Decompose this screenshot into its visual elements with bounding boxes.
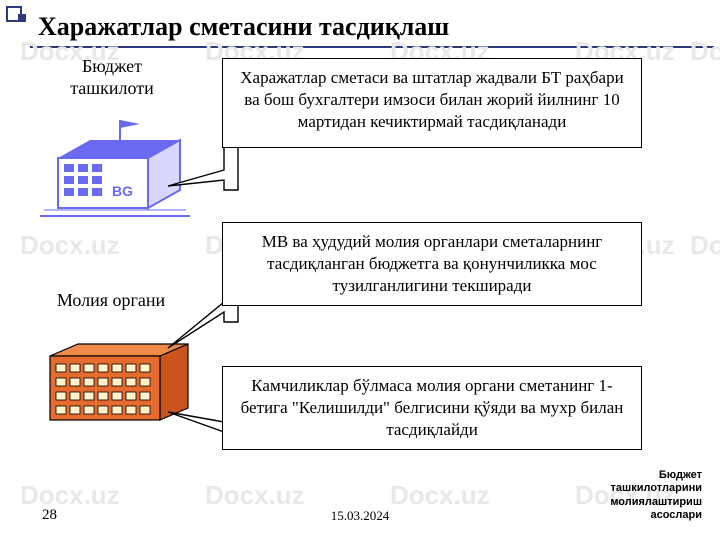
footer-text: Бюджетташкилотларини молиялаштиришасосла… bbox=[610, 469, 702, 522]
watermark: Docx.uz bbox=[20, 230, 120, 261]
page-title: Харажатлар сметасини тасдиқлаш bbox=[38, 12, 449, 42]
info-box-3: Камчиликлар бўлмаса молия органи сметани… bbox=[222, 366, 642, 450]
label-budget-org: Бюджетташкилоти bbox=[52, 56, 172, 99]
watermark: Docx.uz bbox=[390, 480, 490, 511]
label-finance-org: Молия органи bbox=[36, 290, 186, 312]
page-number: 28 bbox=[42, 507, 57, 524]
footer-text-content: Бюджетташкилотларини молиялаштиришасосла… bbox=[610, 469, 702, 521]
watermark: Doc bbox=[690, 36, 720, 67]
header-rule bbox=[30, 46, 714, 48]
slide-date: 15.03.2024 bbox=[331, 508, 390, 524]
watermark: Docx.uz bbox=[205, 480, 305, 511]
header-corner-decoration bbox=[6, 6, 26, 27]
info-box-2: МВ ва ҳудудий молия органлари сметаларни… bbox=[222, 222, 642, 306]
svg-text:BG: BG bbox=[112, 183, 133, 199]
watermark: Docx.uz bbox=[20, 480, 120, 511]
info-box-1: Харажатлар сметаси ва штатлар жадвали БТ… bbox=[222, 58, 642, 148]
watermark: Doc bbox=[690, 230, 720, 261]
